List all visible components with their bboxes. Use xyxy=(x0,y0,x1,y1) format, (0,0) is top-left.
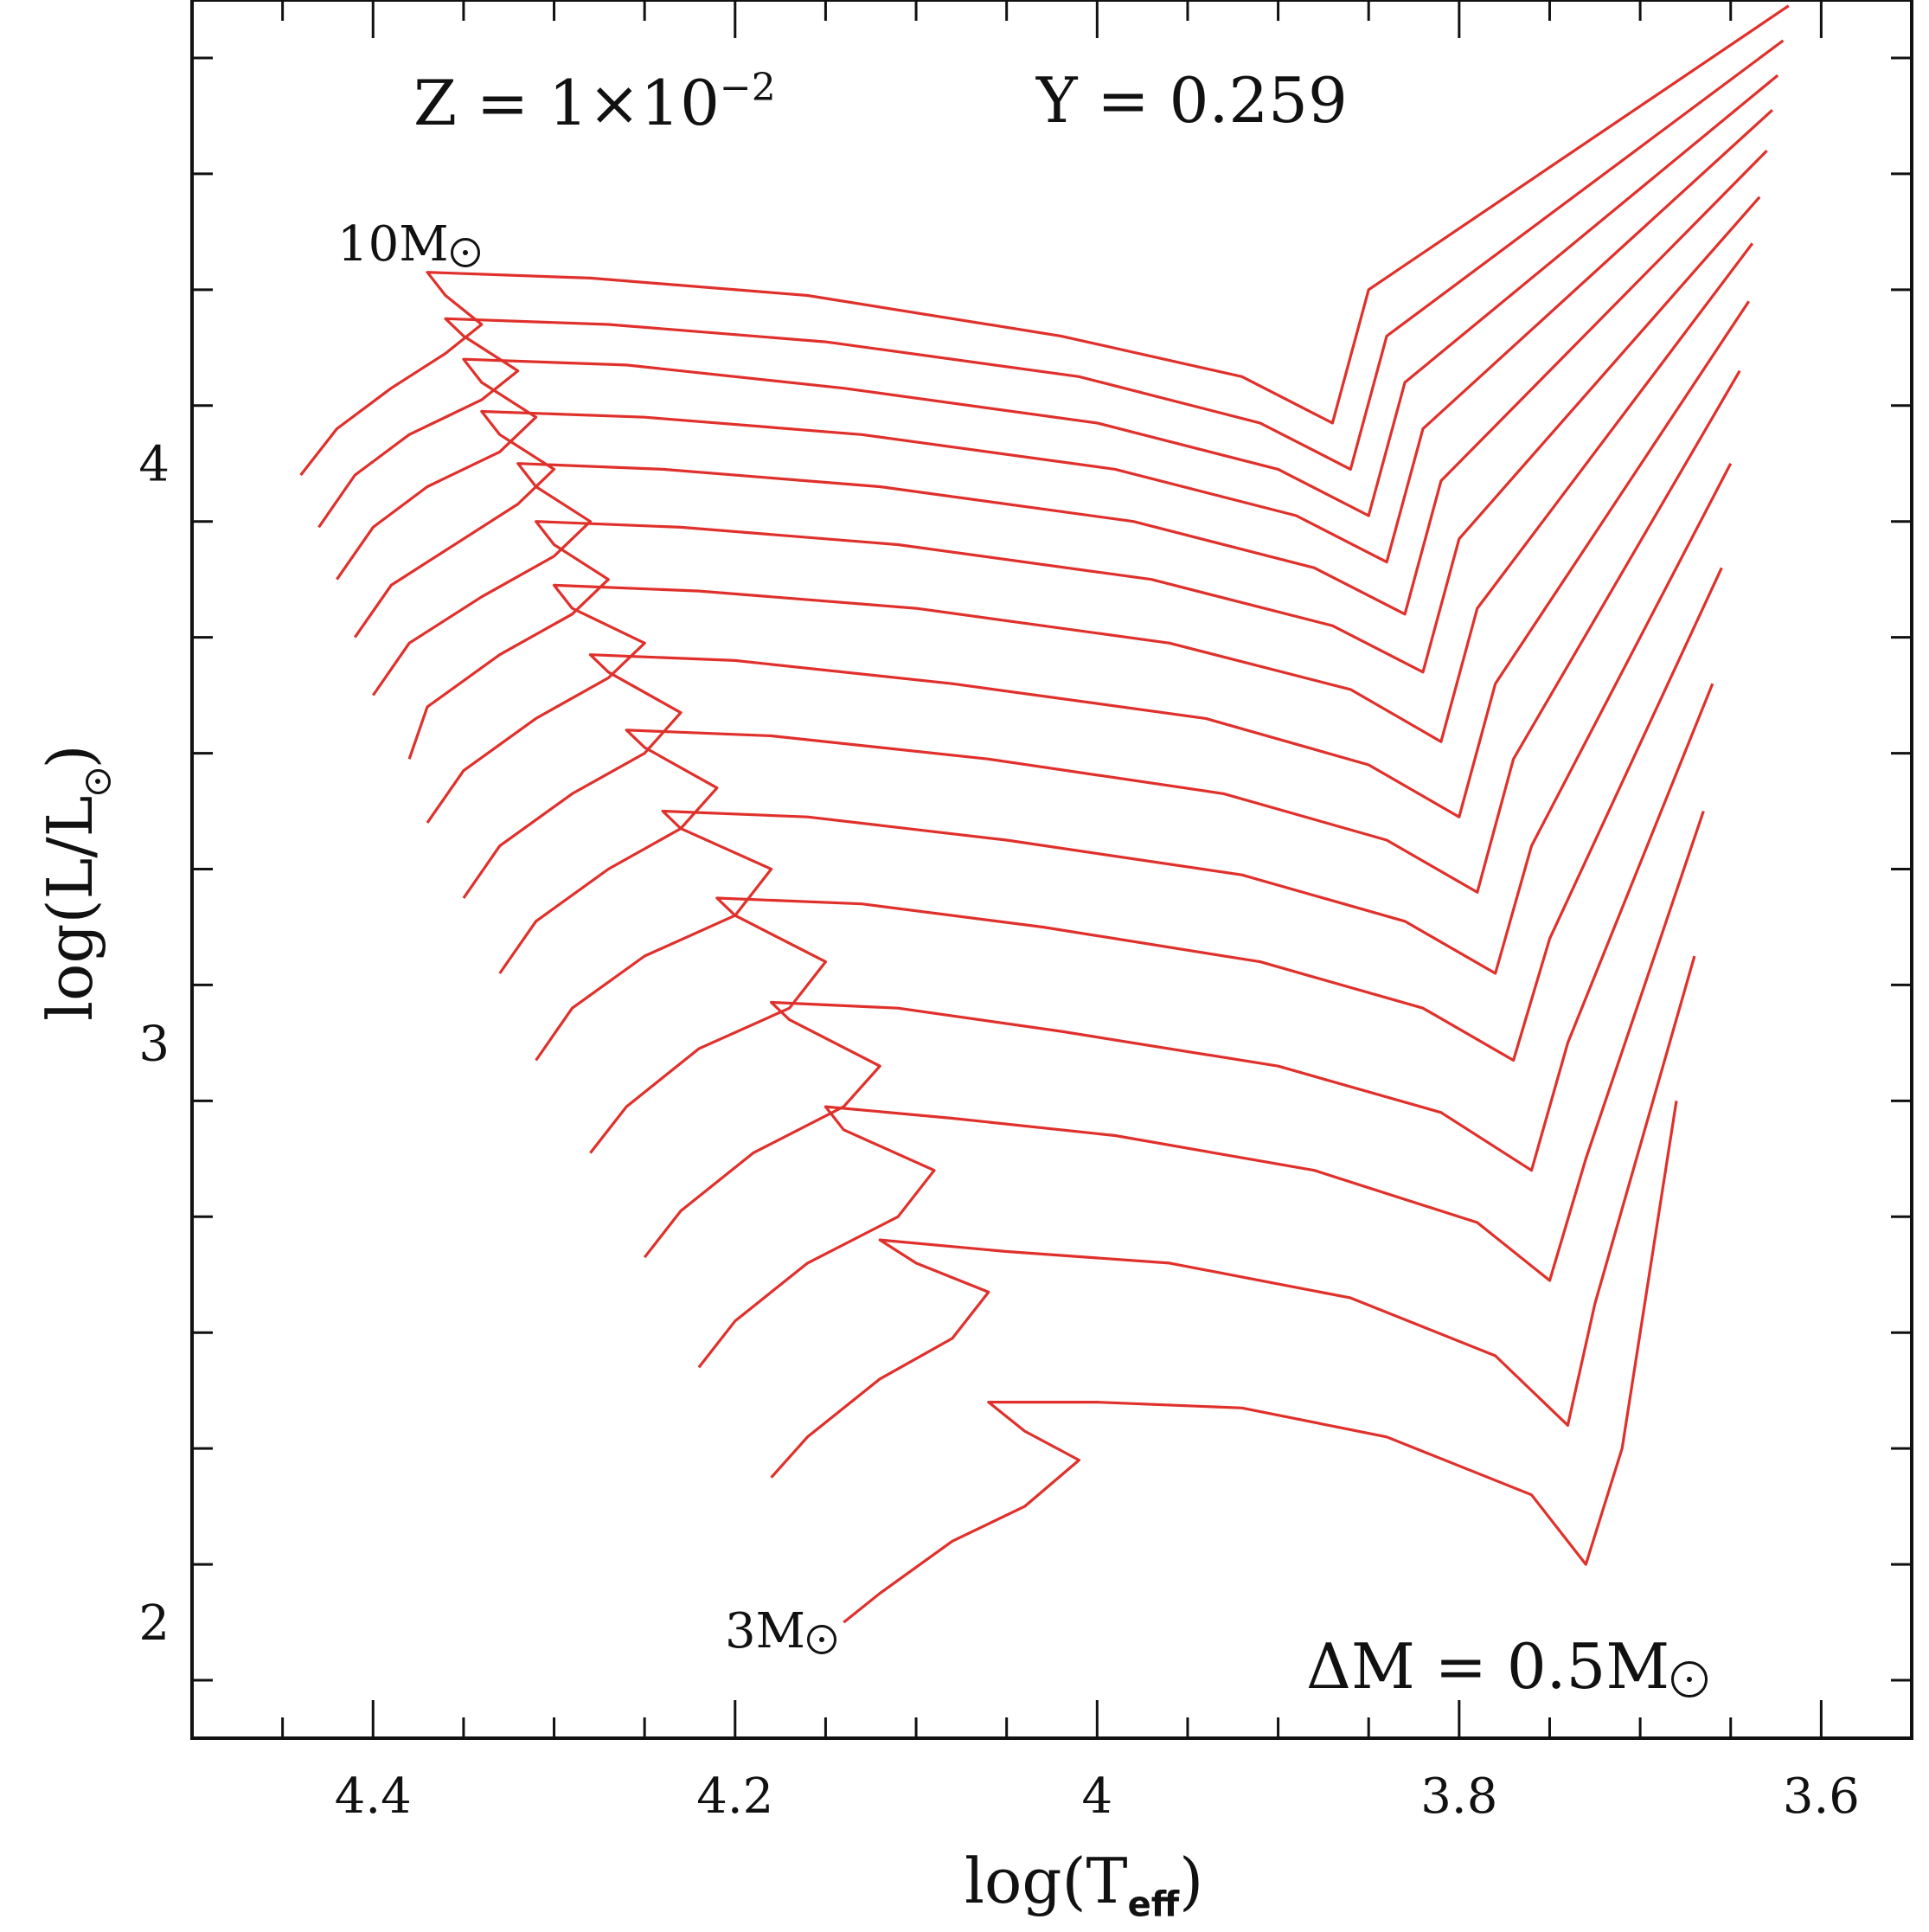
composition-y-annotation: Y = 0.259 xyxy=(1036,64,1348,137)
x-tick-label: 3.6 xyxy=(1783,1768,1860,1825)
track-line-1 xyxy=(770,955,1696,1479)
track-line-6 xyxy=(498,369,1741,974)
track-line-12 xyxy=(336,74,1779,581)
mass-step-label: ΔM = 0.5M xyxy=(1306,1635,1708,1698)
x-tick-label: 3.8 xyxy=(1420,1768,1497,1825)
composition-z-exponent: −2 xyxy=(719,66,776,110)
composition-z-annotation: Z = 1×10−2 xyxy=(413,66,776,135)
y-tick-label: 3 xyxy=(138,1016,170,1072)
y-axis-title-close: ) xyxy=(34,744,106,769)
y-tick-label: 2 xyxy=(138,1595,170,1652)
x-axis-title-close: ) xyxy=(1179,1845,1204,1917)
x-axis-title-subscript: eff xyxy=(1127,1884,1180,1925)
sun-symbol-icon xyxy=(1671,1660,1708,1698)
axis-ticks xyxy=(192,0,1912,1738)
track-line-9 xyxy=(407,196,1761,760)
evolutionary-tracks xyxy=(299,4,1790,1624)
sun-symbol-icon xyxy=(450,238,480,268)
track-line-11 xyxy=(353,109,1773,639)
track-line-8 xyxy=(426,242,1754,824)
bottom-mass-text: 3M xyxy=(725,1603,805,1659)
track-line-0 xyxy=(843,1101,1678,1624)
top-mass-text: 10M xyxy=(337,216,449,273)
x-axis-title: log(Teff) xyxy=(964,1850,1203,1922)
x-axis-title-text: log(T xyxy=(964,1845,1128,1917)
mass-step-text: ΔM = 0.5M xyxy=(1306,1630,1670,1703)
x-tick-label: 4.4 xyxy=(335,1768,412,1825)
track-line-3 xyxy=(643,683,1714,1259)
x-tick-label: 4 xyxy=(1081,1768,1112,1825)
sun-symbol-icon xyxy=(85,768,111,794)
bottom-mass-label: 3M xyxy=(725,1608,836,1656)
axis-tick-labels: 4.4 4.2 4 3.8 3.6 2 3 4 xyxy=(138,437,1860,1825)
track-line-5 xyxy=(535,462,1733,1062)
track-line-2 xyxy=(697,810,1705,1369)
y-axis-title-text: log(L/L xyxy=(34,795,106,1021)
composition-z-text: Z = 1×10 xyxy=(413,67,720,139)
y-axis-title: log(L/L) xyxy=(34,744,111,1021)
x-tick-label: 4.2 xyxy=(696,1768,773,1825)
track-line-4 xyxy=(589,567,1723,1154)
y-tick-label: 4 xyxy=(138,437,170,493)
top-mass-label: 10M xyxy=(337,221,480,269)
track-line-13 xyxy=(317,39,1785,529)
track-line-10 xyxy=(371,149,1768,696)
track-line-7 xyxy=(462,300,1751,899)
track-line-14 xyxy=(299,4,1790,477)
sun-symbol-icon xyxy=(806,1625,836,1655)
